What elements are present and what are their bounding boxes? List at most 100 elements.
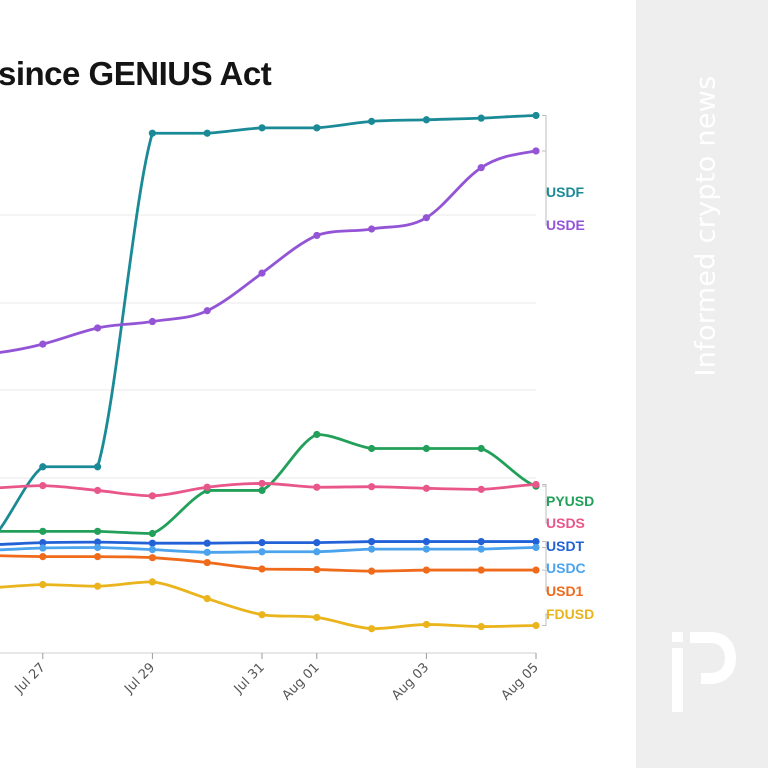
x-tick-label: Aug 05 bbox=[499, 660, 542, 703]
data-point-usde bbox=[532, 147, 540, 155]
series-label-fdusd: FDUSD bbox=[546, 606, 594, 622]
data-point-usd1 bbox=[477, 566, 485, 574]
x-tick-label: Jul 29 bbox=[121, 660, 158, 697]
data-point-usdf bbox=[148, 129, 156, 137]
series-label-usd1: USD1 bbox=[546, 583, 584, 599]
data-point-pyusd bbox=[368, 444, 376, 453]
data-point-usde bbox=[313, 231, 321, 240]
data-point-usdc bbox=[148, 546, 156, 554]
data-point-usds bbox=[532, 480, 540, 489]
series-line-usdt bbox=[0, 540, 538, 546]
series-label-usds: USDS bbox=[546, 515, 585, 531]
label-connector bbox=[542, 546, 549, 569]
data-point-usds bbox=[148, 492, 156, 500]
series-label-usdf: USDF bbox=[546, 184, 585, 200]
data-point-usdc bbox=[258, 548, 266, 556]
series-label-pyusd: PYUSD bbox=[546, 493, 594, 509]
data-point-usdf bbox=[313, 124, 321, 132]
data-point-usde bbox=[422, 214, 430, 222]
series-line-fdusd bbox=[0, 580, 538, 631]
data-point-fdusd bbox=[477, 622, 485, 631]
data-point-usdt bbox=[148, 539, 156, 547]
label-connector bbox=[542, 484, 549, 524]
brand-logo-icon bbox=[672, 632, 736, 712]
data-point-usde bbox=[368, 225, 376, 233]
data-point-usdf bbox=[39, 463, 47, 471]
data-point-usde bbox=[94, 324, 102, 332]
data-point-usdf bbox=[532, 111, 540, 120]
data-point-usdt bbox=[94, 538, 102, 546]
data-point-usdc bbox=[94, 543, 102, 552]
data-point-usdt bbox=[258, 539, 266, 547]
data-point-usds bbox=[39, 482, 47, 490]
data-point-fdusd bbox=[148, 578, 156, 586]
data-point-usdc bbox=[422, 545, 430, 553]
data-point-usde bbox=[39, 340, 47, 348]
data-point-usde bbox=[148, 317, 156, 326]
data-point-fdusd bbox=[368, 625, 376, 633]
data-point-usd1 bbox=[148, 554, 156, 562]
sidebar-tagline: Informed crypto news bbox=[690, 75, 722, 377]
data-point-usd1 bbox=[39, 553, 47, 561]
data-point-fdusd bbox=[532, 621, 540, 630]
data-point-pyusd bbox=[94, 527, 102, 535]
data-point-pyusd bbox=[313, 430, 321, 439]
data-point-usd1 bbox=[368, 567, 376, 575]
data-point-usdf bbox=[203, 129, 211, 137]
data-point-pyusd bbox=[39, 527, 47, 535]
data-point-pyusd bbox=[258, 486, 266, 495]
data-point-fdusd bbox=[422, 620, 430, 629]
series-line-usdc bbox=[0, 546, 538, 554]
data-point-usds bbox=[203, 483, 211, 491]
data-point-usds bbox=[313, 483, 321, 491]
data-point-fdusd bbox=[94, 582, 102, 590]
data-point-usdc bbox=[203, 548, 211, 556]
data-point-usds bbox=[368, 483, 376, 491]
data-point-usdt bbox=[203, 539, 211, 547]
series-line-usd1 bbox=[0, 554, 538, 573]
x-tick-label: Aug 01 bbox=[279, 660, 322, 703]
series-label-usdt: USDT bbox=[546, 538, 585, 554]
x-tick-label: Jul 31 bbox=[231, 660, 268, 697]
x-tick-label: Aug 03 bbox=[389, 660, 432, 703]
label-connector bbox=[542, 150, 549, 226]
data-point-usdf bbox=[368, 117, 376, 125]
data-point-usdf bbox=[94, 463, 102, 471]
data-point-usd1 bbox=[532, 566, 540, 574]
data-point-usdt bbox=[477, 537, 485, 546]
chart-area: Jul 27 Jul 29 Jul 31 Aug 01 Aug 03 Aug 05 USDF… bbox=[0, 55, 595, 704]
data-point-usdt bbox=[532, 537, 540, 546]
data-point-usds bbox=[477, 485, 485, 493]
data-point-usdf bbox=[477, 114, 485, 122]
data-point-usds bbox=[94, 486, 102, 495]
data-point-usds bbox=[422, 484, 430, 492]
data-point-usdc bbox=[368, 545, 376, 553]
series-label-usde: USDE bbox=[546, 217, 585, 233]
data-point-usdt bbox=[313, 539, 321, 547]
data-point-usdf bbox=[422, 116, 430, 124]
series-label-usdc: USDC bbox=[546, 560, 586, 576]
data-point-fdusd bbox=[313, 613, 321, 622]
data-point-usds bbox=[258, 479, 266, 488]
data-point-fdusd bbox=[203, 594, 211, 603]
data-point-usde bbox=[258, 269, 266, 277]
data-point-fdusd bbox=[39, 581, 47, 589]
series-line-usde bbox=[0, 149, 538, 354]
data-point-usde bbox=[477, 164, 485, 172]
data-point-pyusd bbox=[422, 444, 430, 453]
data-point-usd1 bbox=[313, 565, 321, 574]
x-tick-label: Jul 27 bbox=[12, 660, 49, 697]
label-connector bbox=[542, 541, 549, 547]
data-point-usd1 bbox=[94, 553, 102, 561]
data-point-usdc bbox=[532, 543, 540, 552]
data-point-usdt bbox=[422, 537, 430, 546]
data-point-usdt bbox=[39, 539, 47, 547]
data-point-usd1 bbox=[203, 558, 211, 567]
data-point-usdt bbox=[368, 537, 376, 546]
data-point-usdf bbox=[258, 124, 266, 132]
data-point-usdc bbox=[39, 544, 47, 552]
data-point-pyusd bbox=[477, 444, 485, 453]
data-point-usde bbox=[203, 307, 211, 315]
data-point-usdc bbox=[477, 545, 485, 553]
data-point-usdc bbox=[313, 548, 321, 556]
